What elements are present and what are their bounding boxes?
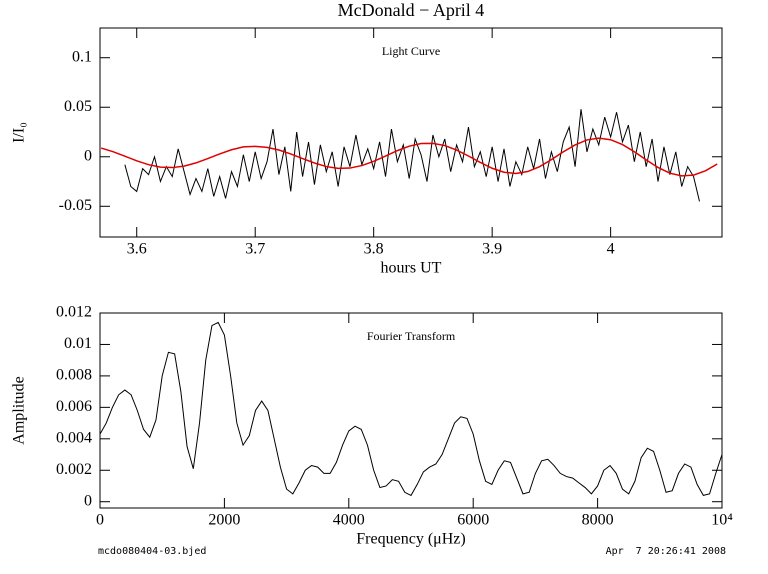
- data-line: [124, 109, 700, 202]
- y-tick-label: 0.1: [72, 48, 92, 65]
- x-tick-label: 0: [96, 512, 104, 529]
- x-tick-label: 2000: [208, 512, 240, 529]
- footer-date: Apr 7 20:26:41 2008: [606, 546, 726, 557]
- y-tick-label: 0: [84, 492, 92, 509]
- footer-file: mcdo080404-03.bjed: [98, 546, 206, 557]
- x-tick-label: 3.9: [482, 241, 502, 258]
- y-tick-label: 0.006: [56, 398, 92, 415]
- data-line: [100, 137, 718, 177]
- y-tick-label: 0.012: [56, 304, 92, 321]
- x-tick-label: 6000: [457, 512, 489, 529]
- x-tick-label: 3.6: [127, 241, 147, 258]
- y-tick-label: 0.004: [56, 429, 92, 446]
- y-tick-label: -0.05: [59, 197, 92, 214]
- y-tick-label: 0.05: [64, 98, 92, 115]
- x-axis-label: hours UT: [381, 260, 442, 277]
- x-axis-label: Frequency (μHz): [356, 531, 465, 548]
- x-tick-label: 4: [607, 241, 615, 258]
- chart-title: McDonald − April 4: [338, 0, 485, 20]
- data-line: [99, 321, 723, 497]
- annotation: Light Curve: [382, 44, 440, 58]
- y-tick-label: 0.002: [56, 461, 92, 478]
- y-axis-label: Amplitude: [11, 376, 28, 444]
- x-tick-label: 4000: [333, 512, 365, 529]
- x-tick-label: 3.8: [364, 241, 384, 258]
- x-tick-label: 8000: [582, 512, 614, 529]
- annotation: Fourier Transform: [367, 329, 456, 343]
- y-tick-label: 0: [84, 147, 92, 164]
- y-tick-label: 0.01: [64, 335, 92, 352]
- x-tick-label: 3.7: [245, 241, 265, 258]
- y-tick-label: 0.008: [56, 367, 92, 384]
- plot-frame: [99, 312, 723, 509]
- plot-frame: [99, 27, 723, 238]
- x-tick-label: 10⁴: [711, 512, 733, 529]
- y-axis-label: I/I₀: [11, 122, 28, 143]
